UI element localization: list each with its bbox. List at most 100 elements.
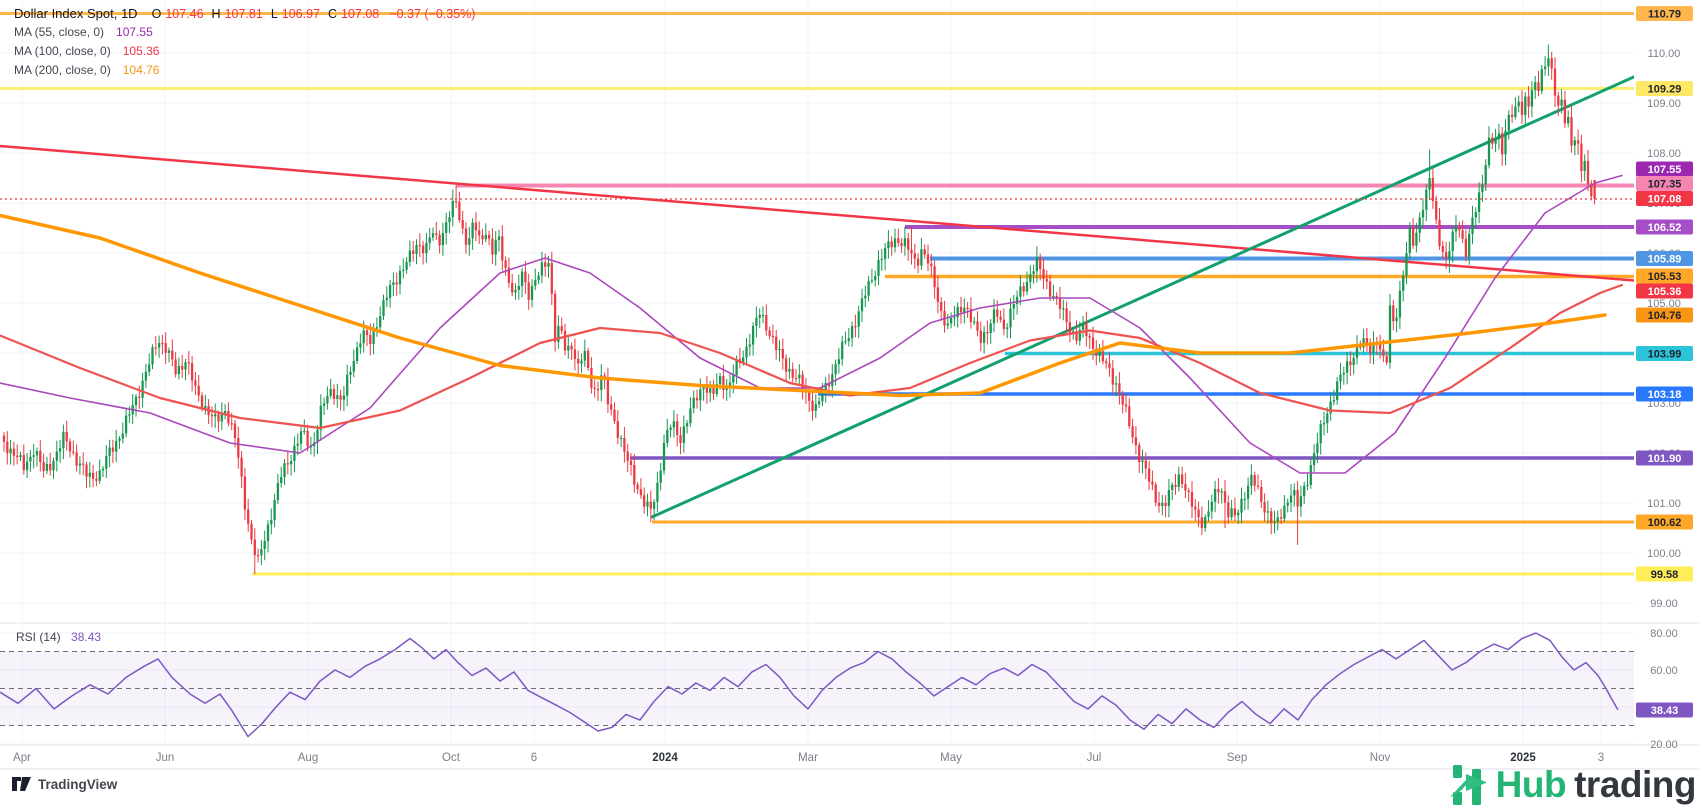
chart-legend: Dollar Index Spot, 1D O 107.46 H 107.81 … <box>14 4 475 80</box>
ma200-label: MA (200, close, 0) <box>14 63 111 77</box>
candles-layer[interactable] <box>2 44 1596 575</box>
x-axis-label: 2024 <box>652 752 678 764</box>
price-label-104.76: 104.76 <box>1636 307 1693 323</box>
gridlines <box>0 0 1634 745</box>
price-label-105.89: 105.89 <box>1636 251 1693 266</box>
rsi-axis-tick: 20.00 <box>1650 739 1678 751</box>
hubtrading-logo: Hub trading <box>1449 764 1696 806</box>
high-value: 107.81 <box>224 7 263 21</box>
price-label-105.36: 105.36 <box>1636 283 1693 299</box>
ma200-line <box>0 213 1607 398</box>
y-axis-tick: 110.00 <box>1648 48 1681 60</box>
price-label-107.35: 107.35 <box>1636 176 1693 191</box>
y-axis-tick: 101.00 <box>1647 498 1681 510</box>
price-label-105.53: 105.53 <box>1636 268 1693 284</box>
price-label-107.08: 107.08 <box>1636 191 1693 206</box>
rsi-pane <box>0 632 1634 738</box>
y-axis-tick: 105.00 <box>1647 298 1681 310</box>
rsi-legend-row[interactable]: RSI (14) 38.43 <box>16 630 101 644</box>
descending-resistance-trendline <box>0 144 1634 282</box>
time-scale[interactable]: Apr Jun Aug Oct 6 2024 Mar May Jul Sep Nov 2025 3 <box>13 752 1604 764</box>
x-axis-label: Sep <box>1227 752 1247 764</box>
chart-canvas[interactable]: Apr Jun Aug Oct 6 2024 Mar May Jul Sep Nov 2025 3 110… <box>0 0 1700 770</box>
y-axis-tick: 100.00 <box>1647 548 1681 560</box>
svg-text:106.52: 106.52 <box>1648 222 1682 234</box>
price-label-109.29: 109.29 <box>1636 81 1693 96</box>
x-axis-label: 3 <box>1598 752 1604 764</box>
ma100-legend-row[interactable]: MA (100, close, 0) 105.36 <box>14 42 475 61</box>
rsi-label: RSI (14) <box>16 630 61 644</box>
trendlines <box>0 75 1634 519</box>
hubtrading-logo-icon <box>1449 765 1487 805</box>
x-axis-label: Oct <box>442 752 461 764</box>
price-label-99.58: 99.58 <box>1636 566 1693 582</box>
price-label-103.99: 103.99 <box>1636 346 1693 361</box>
x-axis-label: May <box>940 752 962 764</box>
svg-text:101.90: 101.90 <box>1648 453 1682 465</box>
ma55-line <box>0 174 1623 474</box>
low-label: L <box>270 7 278 21</box>
rsi-line <box>0 632 1619 738</box>
x-axis-label: Mar <box>798 752 818 764</box>
close-label: C <box>328 7 338 21</box>
open-value: 107.46 <box>165 7 204 21</box>
x-axis-label: 2025 <box>1510 752 1536 764</box>
svg-text:104.76: 104.76 <box>1648 310 1682 322</box>
price-label-110.79: 110.79 <box>1636 6 1693 21</box>
ma100-line <box>0 283 1624 430</box>
x-axis-label: Jul <box>1087 752 1102 764</box>
tradingview-logo-icon <box>12 777 31 791</box>
open-label: O <box>151 7 162 21</box>
y-axis-tick: 108.00 <box>1647 148 1681 160</box>
high-label: H <box>211 7 221 21</box>
price-label-38.43: 38.43 <box>1636 702 1693 718</box>
y-axis-tick: 99.00 <box>1650 598 1678 610</box>
rsi-axis-tick: 80.00 <box>1650 628 1678 640</box>
price-label-106.52: 106.52 <box>1636 219 1693 235</box>
price-level-lines <box>0 12 1634 576</box>
svg-text:105.89: 105.89 <box>1648 254 1682 266</box>
close-value: 107.08 <box>341 7 380 21</box>
tradingview-logo[interactable]: TradingView <box>12 777 117 792</box>
x-axis-label: Nov <box>1370 752 1391 764</box>
rsi-value: 38.43 <box>71 630 102 644</box>
price-label-100.62: 100.62 <box>1636 514 1693 530</box>
ma55-legend-row[interactable]: MA (55, close, 0) 107.55 <box>14 23 475 42</box>
price-label-103.18: 103.18 <box>1636 386 1693 402</box>
svg-text:100.62: 100.62 <box>1648 517 1682 529</box>
x-axis-label: 6 <box>531 752 537 764</box>
svg-text:103.18: 103.18 <box>1648 389 1682 401</box>
ma55-label: MA (55, close, 0) <box>14 25 105 39</box>
ma55-value: 107.55 <box>116 25 153 39</box>
ascending-support-trendline <box>650 75 1634 519</box>
ma200-value: 104.76 <box>122 63 160 77</box>
hubtrading-logo-text-hub: Hub <box>1495 764 1567 805</box>
svg-text:103.99: 103.99 <box>1648 349 1682 361</box>
change-value: −0.37 (−0.35%) <box>389 7 476 21</box>
hubtrading-logo-text-trading: trading <box>1574 764 1696 805</box>
svg-text:107.35: 107.35 <box>1648 179 1682 191</box>
x-axis-label: Apr <box>13 752 31 764</box>
price-scale[interactable]: 110.00109.00108.00107.00106.00105.00104.… <box>1636 6 1693 751</box>
ma200-legend-row[interactable]: MA (200, close, 0) 104.76 <box>14 61 475 80</box>
svg-text:99.58: 99.58 <box>1651 569 1679 581</box>
tradingview-logo-text: TradingView <box>38 777 118 792</box>
ma100-value: 105.36 <box>122 44 160 58</box>
x-axis-label: Aug <box>298 752 318 764</box>
svg-text:38.43: 38.43 <box>1651 705 1679 717</box>
x-axis-label: Jun <box>156 752 175 764</box>
svg-text:105.53: 105.53 <box>1648 271 1682 283</box>
ma100-label: MA (100, close, 0) <box>14 44 111 58</box>
price-label-107.55: 107.55 <box>1636 161 1693 177</box>
moving-averages <box>0 174 1624 474</box>
symbol-legend-row[interactable]: Dollar Index Spot, 1D O 107.46 H 107.81 … <box>14 4 475 23</box>
svg-text:110.79: 110.79 <box>1648 9 1681 21</box>
svg-text:105.36: 105.36 <box>1648 286 1682 298</box>
symbol-title: Dollar Index Spot, 1D <box>14 6 138 21</box>
y-axis-tick: 109.00 <box>1647 98 1681 110</box>
svg-text:109.29: 109.29 <box>1648 84 1682 96</box>
svg-text:107.55: 107.55 <box>1648 164 1682 176</box>
rsi-axis-tick: 60.00 <box>1650 665 1678 677</box>
low-value: 106.97 <box>281 7 320 21</box>
